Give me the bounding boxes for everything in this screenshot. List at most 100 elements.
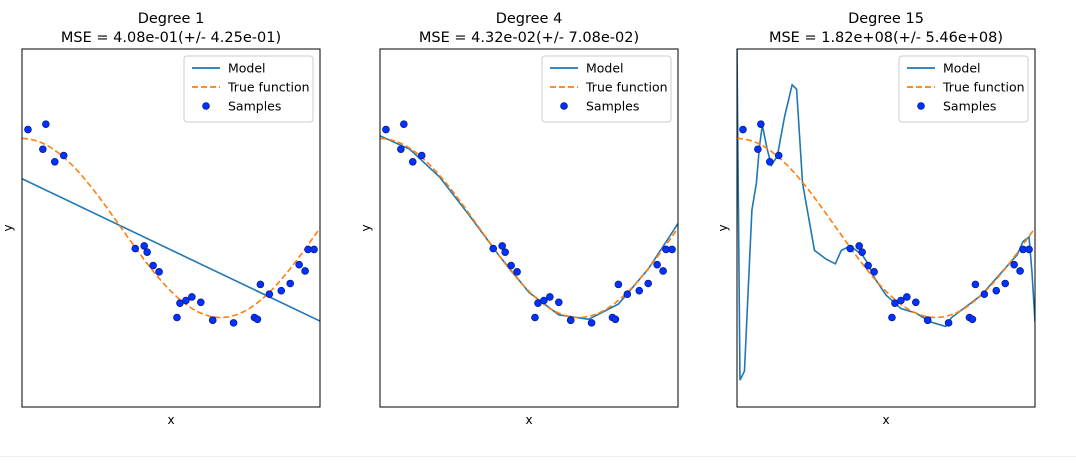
sample-point	[870, 268, 878, 276]
sample-point	[855, 242, 863, 250]
sample-point	[635, 286, 644, 295]
x-axis-label: x	[167, 413, 174, 427]
sample-point	[24, 125, 32, 134]
y-axis-label: y	[716, 224, 730, 231]
sample-point	[408, 157, 417, 166]
sample-point	[50, 157, 59, 166]
legend-entry-label: True function	[942, 80, 1025, 95]
sample-point	[554, 298, 563, 307]
sample-point	[587, 319, 596, 327]
sample-point	[757, 120, 765, 128]
true-function-line	[380, 137, 678, 319]
sample-point	[173, 313, 181, 322]
legend-samples-swatch	[917, 102, 925, 110]
sample-point	[1016, 267, 1024, 275]
sample-point	[39, 145, 47, 154]
sample-point	[382, 125, 390, 134]
sample-point	[59, 151, 68, 160]
sample-point	[765, 157, 774, 166]
sample-point	[400, 120, 408, 128]
sample-point	[611, 315, 620, 324]
bottom-divider	[0, 456, 1076, 457]
sample-point	[397, 145, 405, 154]
sample-point	[540, 296, 548, 305]
sample-point	[155, 268, 163, 276]
subplot-1: Degree 1 MSE = 4.08e-01(+/- 4.25e-01) x y Mo…	[1, 11, 321, 427]
sample-point	[888, 313, 896, 322]
x-axis-label: x	[882, 413, 889, 427]
true-function-line	[22, 137, 320, 319]
sample-point	[301, 267, 309, 275]
sample-point	[623, 290, 632, 299]
sample-point	[417, 151, 426, 160]
legend-entry-label: Model	[586, 61, 624, 76]
legend-box	[541, 55, 672, 123]
legend-entry-label: Samples	[943, 99, 996, 114]
sample-point	[310, 245, 318, 254]
plot-area	[380, 120, 678, 327]
subplot-2: Degree 4 MSE = 4.32e-02(+/- 7.08e-02) x y Mo…	[359, 11, 679, 427]
sample-point	[911, 298, 920, 307]
sample-point	[864, 261, 872, 270]
sample-point	[923, 316, 932, 324]
sample-point	[140, 242, 148, 250]
axes-frame	[379, 48, 679, 408]
sample-point	[897, 296, 905, 305]
sample-point	[295, 260, 303, 269]
sample-point	[513, 268, 521, 276]
sample-point	[968, 315, 977, 324]
x-axis-label: x	[525, 413, 532, 427]
sample-point	[197, 298, 205, 307]
sample-point	[182, 296, 190, 305]
sample-point	[229, 319, 238, 327]
subplot-mse-subtitle: MSE = 4.08e-01(+/- 4.25e-01)	[61, 30, 281, 46]
sample-point	[846, 244, 855, 253]
plot-area	[737, 49, 1035, 381]
sample-point	[668, 245, 676, 254]
legend-box	[183, 55, 314, 123]
legend-box	[898, 55, 1029, 123]
y-axis-label: y	[1, 224, 15, 231]
sample-point	[531, 313, 539, 322]
y-axis-label: y	[359, 224, 373, 231]
subplot-title: Degree 4	[496, 11, 563, 27]
subplot-title: Degree 1	[138, 11, 205, 27]
legend-entry-label: Samples	[228, 99, 281, 114]
sample-point	[277, 286, 286, 295]
legend-samples-swatch	[202, 102, 210, 110]
legend-entry-label: Model	[943, 61, 981, 76]
sample-point	[653, 260, 661, 269]
legend-entry-label: True function	[585, 80, 668, 95]
legend: Model True function Samples	[541, 55, 672, 123]
sample-point	[256, 280, 265, 289]
true-function-line	[737, 137, 1035, 319]
sample-point	[489, 244, 498, 253]
sample-point	[143, 248, 151, 256]
sample-point	[498, 242, 506, 250]
sample-point	[546, 293, 554, 301]
legend: Model True function Samples	[898, 55, 1029, 123]
legend-entry-label: True function	[227, 80, 310, 95]
sample-point	[992, 286, 1001, 295]
sample-point	[42, 120, 50, 128]
sample-point	[566, 316, 575, 324]
sample-point	[614, 280, 623, 289]
sample-point	[903, 293, 911, 301]
sample-point	[265, 290, 274, 299]
sample-point	[131, 244, 140, 253]
plot-area	[22, 120, 320, 327]
sample-point	[507, 261, 515, 270]
sample-point	[659, 267, 667, 275]
sample-point	[286, 279, 295, 288]
legend-entry-label: Samples	[586, 99, 639, 114]
sample-point	[644, 279, 652, 288]
sample-point	[253, 315, 262, 324]
sample-point	[1010, 260, 1018, 269]
sample-point	[971, 280, 980, 289]
legend-samples-swatch	[560, 102, 568, 110]
subplot-title: Degree 15	[848, 11, 924, 27]
sample-point	[188, 293, 196, 301]
sample-point	[944, 319, 953, 327]
sample-point	[1001, 279, 1009, 288]
